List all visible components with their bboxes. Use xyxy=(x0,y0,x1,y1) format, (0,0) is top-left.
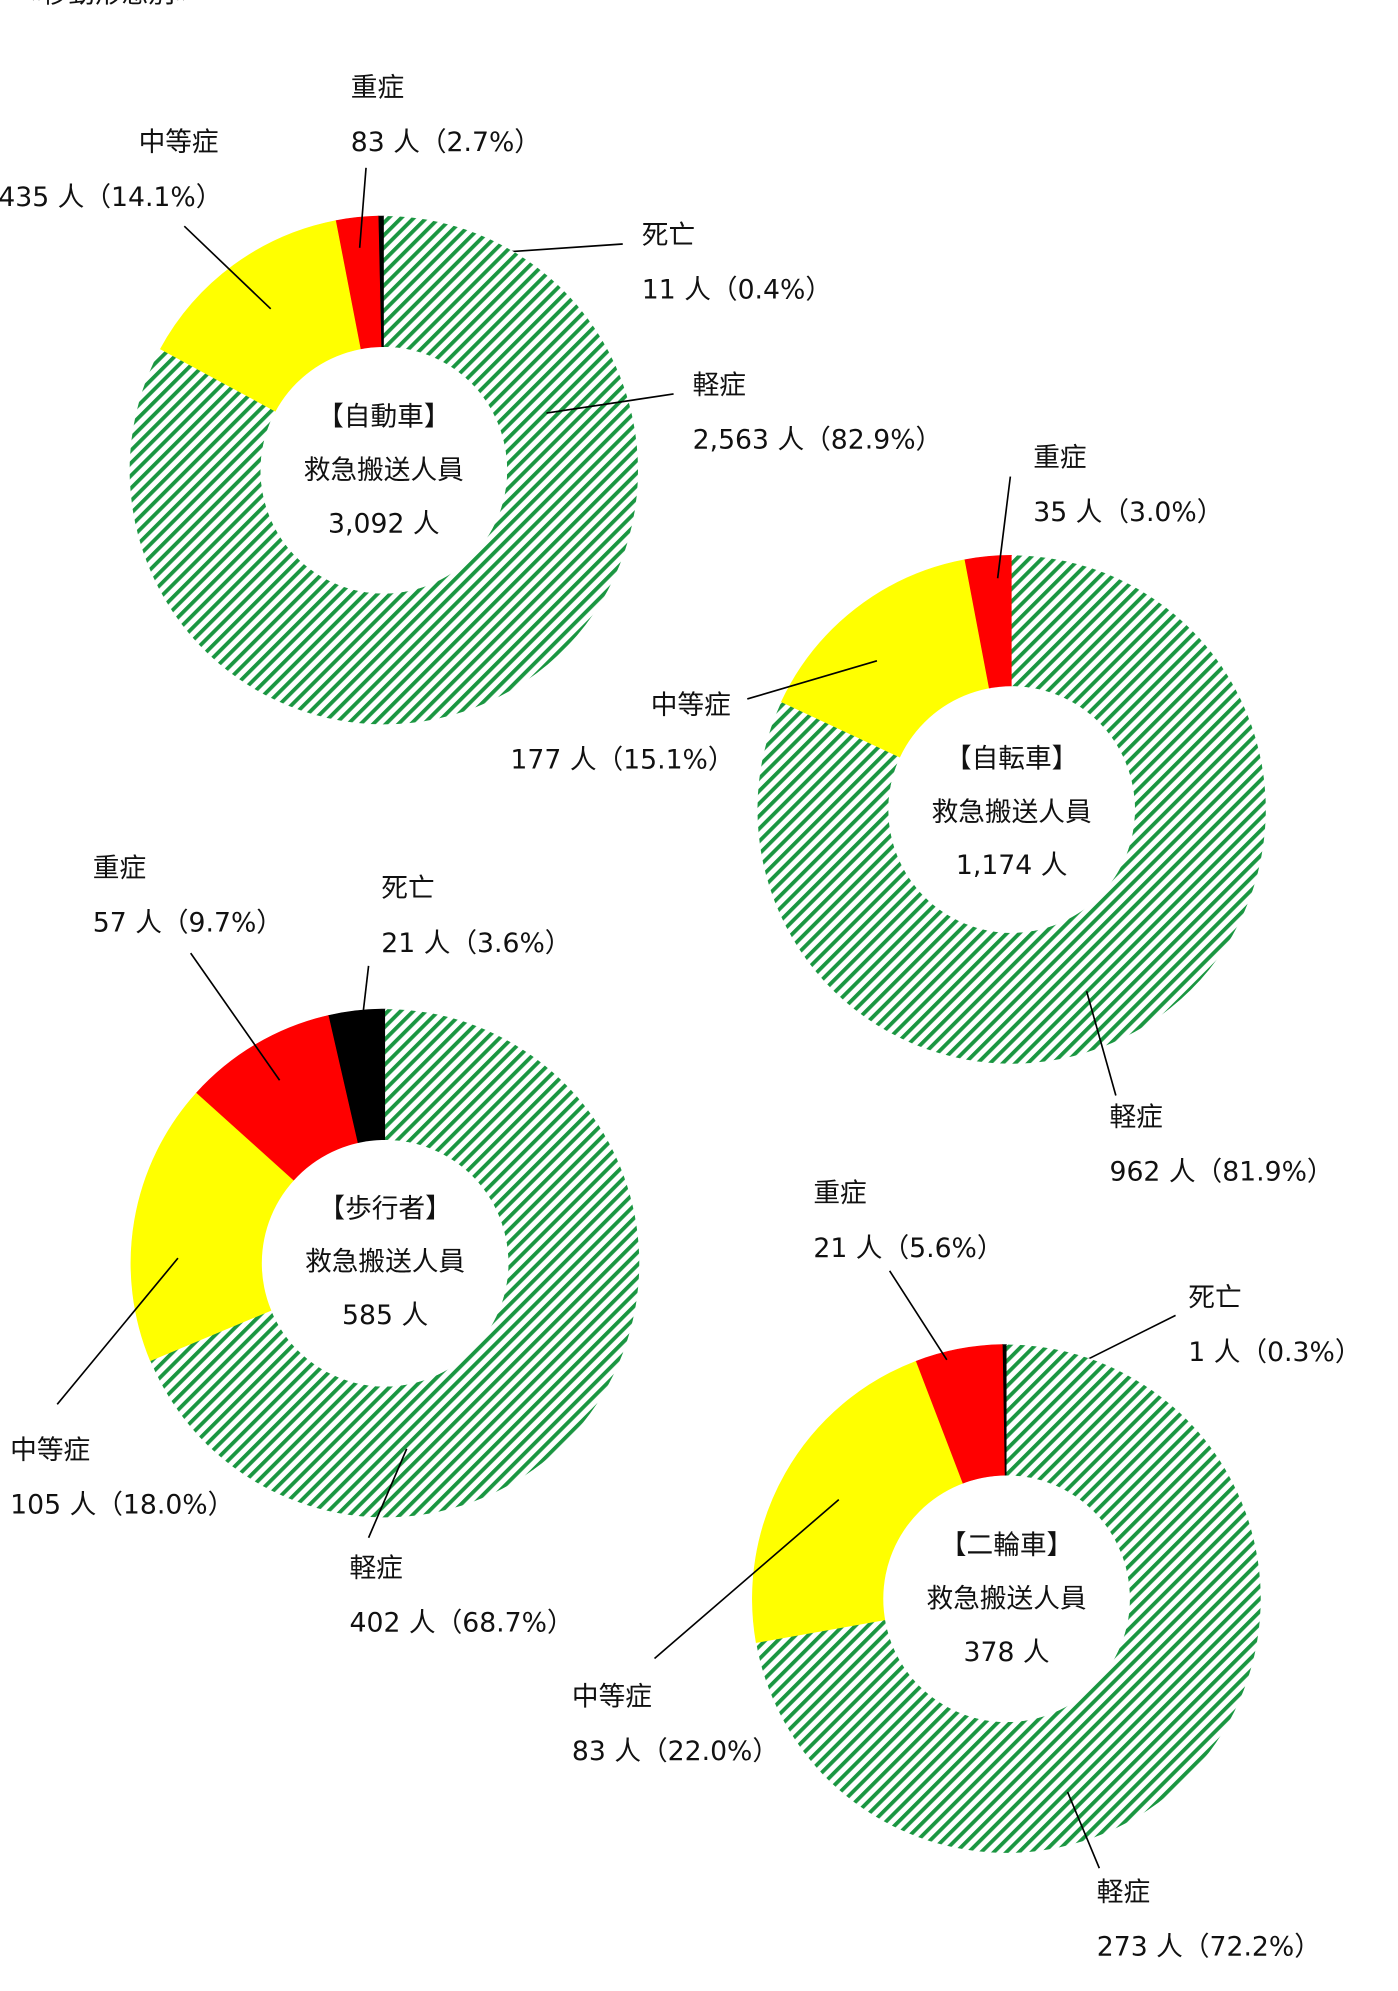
segment-name: 軽症 xyxy=(350,1553,403,1584)
segment-value-label: 105 人（18.0%） xyxy=(10,1489,234,1520)
segment-name: 軽症 xyxy=(693,370,746,401)
center-text: 救急搬送人員 xyxy=(304,455,464,486)
segment-name: 中等症 xyxy=(139,127,219,158)
page: {"caption": "«移動形態別»", "chart_data": [ {… xyxy=(0,0,1398,1987)
segment-value-label: 21 人（3.6%） xyxy=(381,928,571,959)
center-text: 【二輪車】 xyxy=(940,1530,1073,1561)
center-text: 3,092 人 xyxy=(328,508,440,539)
leader-line xyxy=(890,1271,947,1360)
center-text: 救急搬送人員 xyxy=(932,797,1092,828)
segment-name: 重症 xyxy=(351,72,404,103)
segment-name: 重症 xyxy=(93,853,146,884)
segment-value-label: 21 人（5.6%） xyxy=(813,1233,1003,1264)
segment-name: 重症 xyxy=(1033,442,1086,473)
segment-value-label: 57 人（9.7%） xyxy=(93,907,283,938)
caption: «移動形態別» xyxy=(25,0,191,9)
center-text: 【自転車】 xyxy=(945,743,1078,774)
center-text: 救急搬送人員 xyxy=(305,1247,465,1278)
center-text: 585 人 xyxy=(342,1300,428,1331)
segment-value-label: 83 人（2.7%） xyxy=(351,127,541,158)
segment-value-label: 11 人（0.4%） xyxy=(642,275,832,306)
segment-value-label: 1 人（0.3%） xyxy=(1188,1337,1361,1368)
center-text: 【歩行者】 xyxy=(318,1193,451,1224)
center-text: 1,174 人 xyxy=(956,850,1068,881)
segment-name: 重症 xyxy=(813,1178,866,1209)
segment-value-label: 435 人（14.1%） xyxy=(0,182,222,213)
segment-value-label: 402 人（68.7%） xyxy=(350,1608,574,1639)
segment-value-label: 177 人（15.1%） xyxy=(510,745,734,776)
segment-name: 軽症 xyxy=(1109,1102,1162,1133)
segment-value-label: 962 人（81.9%） xyxy=(1109,1157,1333,1188)
segment-value-label: 273 人（72.2%） xyxy=(1097,1932,1321,1963)
segment-name: 死亡 xyxy=(381,873,434,904)
segment-value-label: 2,563 人（82.9%） xyxy=(693,424,943,455)
segment-name: 中等症 xyxy=(651,690,731,721)
segment-name: 死亡 xyxy=(642,220,695,251)
center-text: 【自動車】 xyxy=(317,402,450,433)
segment-value-label: 83 人（22.0%） xyxy=(572,1736,779,1767)
segment-name: 中等症 xyxy=(572,1681,652,1712)
charts: «移動形態別» 死亡 11 人（0.4%） 重症 83 人（2.7%） 中等症 435 人… xyxy=(0,0,1398,1987)
segment-name: 中等症 xyxy=(10,1435,90,1466)
center-text: 378 人 xyxy=(964,1637,1050,1668)
center-text: 救急搬送人員 xyxy=(927,1584,1087,1615)
segment-value-label: 35 人（3.0%） xyxy=(1033,497,1223,528)
segment-name: 死亡 xyxy=(1188,1282,1241,1313)
segment-name: 軽症 xyxy=(1097,1877,1150,1908)
